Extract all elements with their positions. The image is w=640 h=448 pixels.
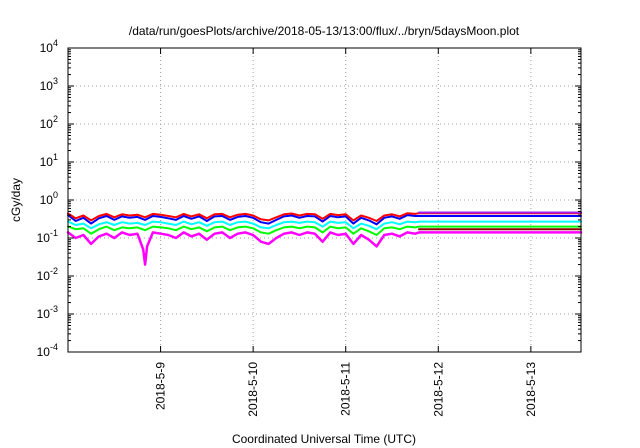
y-tick-label: 10-1 (37, 228, 58, 245)
x-tick-label: 2018-5-9 (154, 362, 168, 410)
y-tick-label: 101 (40, 152, 58, 169)
chart-title: /data/run/goesPlots/archive/2018-05-13/1… (129, 24, 520, 38)
x-tick-labels: 2018-5-9 2018-5-10 2018-5-11 2018-5-12 2018-… (154, 362, 538, 417)
y-tick-label: 104 (40, 38, 58, 55)
y-tick-labels: 10-4 10-3 10-2 10-1 100 101 102 103 104 (37, 38, 58, 359)
x-axis-label: Coordinated Universal Time (UTC) (232, 432, 416, 446)
y-axis-label: cGy/day (9, 178, 23, 222)
x-tick-label: 2018-5-10 (246, 362, 260, 417)
x-tick-label: 2018-5-12 (431, 362, 445, 417)
x-tick-label: 2018-5-13 (524, 362, 538, 417)
series-line-4 (67, 214, 582, 226)
grid-layer (68, 48, 581, 352)
series-line-5 (67, 212, 582, 222)
y-tick-label: 103 (40, 76, 58, 93)
series-line-3 (67, 220, 582, 231)
tick-layer (68, 47, 581, 353)
y-tick-label: 100 (40, 190, 58, 207)
y-tick-label: 102 (40, 114, 58, 131)
y-tick-label: 10-4 (37, 342, 58, 359)
x-tick-label: 2018-5-11 (339, 362, 353, 416)
y-tick-label: 10-2 (37, 266, 58, 283)
series-layer (66, 211, 583, 266)
series-line-1 (66, 231, 583, 266)
y-tick-label: 10-3 (37, 304, 58, 321)
series-line-2 (67, 225, 582, 236)
